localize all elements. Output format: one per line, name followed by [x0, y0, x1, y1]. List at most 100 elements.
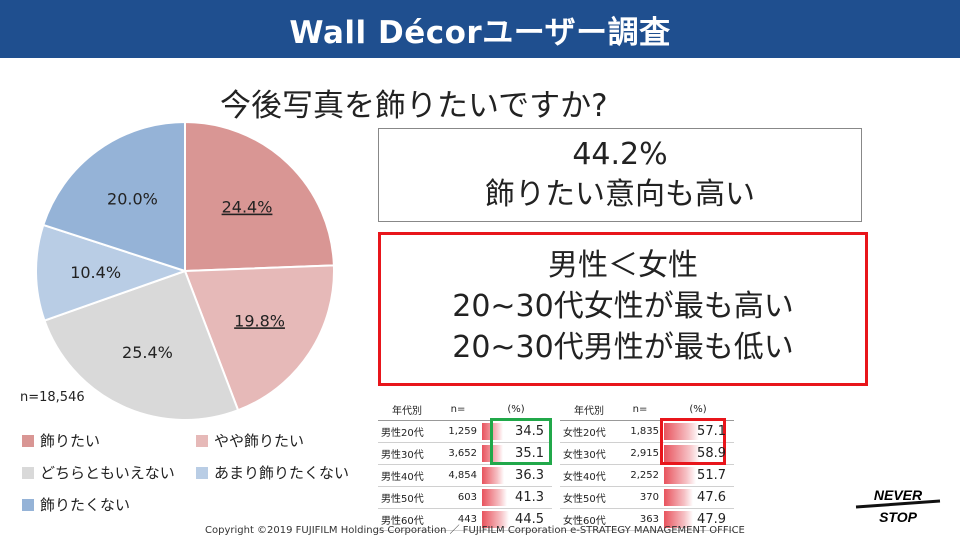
- table-row: 男性40代 4,854 36.3: [378, 464, 552, 487]
- logo-line-1: NEVER: [874, 487, 923, 503]
- finding-line-2: 20~30代女性が最も高い: [452, 289, 794, 324]
- table-header-row: 年代別 n= (%): [560, 398, 734, 421]
- table-row: 女性60代 363 47.9: [560, 508, 734, 531]
- header-title: Wall Décorユーザー調査: [289, 14, 671, 51]
- table-row: 女性30代 2,915 58.9: [560, 442, 734, 465]
- legend-item-3: どちらともいえない: [22, 462, 175, 483]
- group-cell: 男性40代: [378, 464, 436, 487]
- group-cell: 男性50代: [378, 486, 436, 509]
- bar-fill: [664, 423, 699, 440]
- legend-label: 飾りたい: [40, 432, 101, 450]
- sample-size-label: n=18,546: [20, 390, 85, 405]
- table-row: 男性60代 443 44.5: [378, 508, 552, 531]
- findings-box: 男性＜女性 20~30代女性が最も高い 20~30代男性が最も低い: [378, 232, 868, 386]
- column-header: 年代別: [560, 398, 618, 421]
- pct-cell: 41.3: [480, 486, 552, 509]
- bar-fill: [482, 489, 508, 506]
- pct-value: 34.5: [515, 424, 544, 439]
- pct-cell: 57.1: [662, 420, 734, 443]
- footer-copyright: Copyright ©2019 FUJIFILM Holdings Corpor…: [205, 525, 745, 536]
- group-cell: 女性20代: [560, 420, 618, 443]
- legend-label: どちらともいえない: [40, 464, 175, 482]
- table-row: 女性40代 2,252 51.7: [560, 464, 734, 487]
- n-cell: 363: [618, 508, 662, 531]
- legend-item-5: 飾りたくない: [22, 494, 130, 515]
- female-highlight-box: [660, 418, 726, 465]
- group-cell: 男性30代: [378, 442, 436, 465]
- pie-slice-label: 25.4%: [122, 343, 173, 362]
- pct-value: 47.6: [697, 490, 726, 505]
- table-row: 女性50代 370 47.6: [560, 486, 734, 509]
- n-cell: 443: [436, 508, 480, 531]
- pct-cell: 36.3: [480, 464, 552, 487]
- finding-line-1: 男性＜女性: [548, 248, 698, 283]
- group-cell: 女性60代: [560, 508, 618, 531]
- column-header: 年代別: [378, 398, 436, 421]
- summary-box: 44.2% 飾りたい意向も高い: [378, 128, 862, 222]
- legend-swatch: [196, 466, 208, 479]
- pie-slice-label: 24.4%: [222, 198, 273, 217]
- n-cell: 4,854: [436, 464, 480, 487]
- pct-cell: 35.1: [480, 442, 552, 465]
- never-stop-logo: NEVER STOP: [855, 487, 941, 525]
- legend-swatch: [196, 434, 208, 447]
- pie-slice: [184, 120, 335, 273]
- finding-line-3: 20~30代男性が最も低い: [452, 330, 794, 365]
- legend-label: あまり飾りたくない: [214, 464, 350, 482]
- group-cell: 女性40代: [560, 464, 618, 487]
- summary-percent: 44.2%: [572, 137, 668, 172]
- pie-chart: 24.4% 19.8% 25.4% 10.4% 20.0%: [35, 120, 335, 421]
- pie-slice-label: 20.0%: [107, 190, 158, 209]
- bar-fill: [664, 489, 694, 506]
- male-highlight-box: [490, 418, 552, 465]
- pie-slice-label: 10.4%: [70, 263, 121, 282]
- bar-fill: [482, 467, 505, 484]
- pct-cell: 47.9: [662, 508, 734, 531]
- question-title: 今後写真を飾りたいですか?: [220, 88, 608, 124]
- column-header: n=: [436, 398, 480, 421]
- pie-slice-label: 19.8%: [234, 311, 285, 330]
- legend-swatch: [22, 498, 34, 511]
- n-cell: 603: [436, 486, 480, 509]
- logo-line-2: STOP: [879, 509, 918, 525]
- pie-slice: [42, 120, 186, 273]
- table-row: 男性30代 3,652 35.1: [378, 442, 552, 465]
- pct-value: 58.9: [697, 446, 726, 461]
- group-cell: 女性50代: [560, 486, 618, 509]
- table-row: 男性20代 1,259 34.5: [378, 420, 552, 443]
- legend-label: やや飾りたい: [214, 432, 305, 450]
- legend-label: 飾りたくない: [40, 496, 131, 514]
- pie-slice: [35, 223, 189, 322]
- table-row: 男性50代 603 41.3: [378, 486, 552, 509]
- bar-fill: [664, 467, 696, 484]
- pct-cell: 47.6: [662, 486, 734, 509]
- pct-value: 36.3: [515, 468, 544, 483]
- legend-swatch: [22, 466, 34, 479]
- n-cell: 2,252: [618, 464, 662, 487]
- bar-fill: [482, 511, 510, 528]
- pct-value: 41.3: [515, 490, 544, 505]
- pie-slice: [43, 269, 240, 421]
- legend-swatch: [22, 434, 34, 447]
- pct-value: 57.1: [697, 424, 726, 439]
- pct-value: 47.9: [697, 512, 726, 527]
- pct-cell: 34.5: [480, 420, 552, 443]
- n-cell: 1,835: [618, 420, 662, 443]
- n-cell: 2,915: [618, 442, 662, 465]
- female-table: 年代別 n= (%) 女性20代 1,835 57.1 女性30代 2,915 …: [560, 398, 734, 531]
- pct-cell: 44.5: [480, 508, 552, 531]
- group-cell: 女性30代: [560, 442, 618, 465]
- pct-cell: 51.7: [662, 464, 734, 487]
- pct-value: 51.7: [697, 468, 726, 483]
- legend-item-4: あまり飾りたくない: [196, 462, 349, 483]
- n-cell: 370: [618, 486, 662, 509]
- n-cell: 1,259: [436, 420, 480, 443]
- group-cell: 男性20代: [378, 420, 436, 443]
- header-bar: Wall Décorユーザー調査: [0, 0, 960, 58]
- legend-item-1: 飾りたい: [22, 430, 100, 451]
- pct-cell: 58.9: [662, 442, 734, 465]
- column-header: n=: [618, 398, 662, 421]
- bar-fill: [664, 511, 694, 528]
- legend-item-2: やや飾りたい: [196, 430, 304, 451]
- n-cell: 3,652: [436, 442, 480, 465]
